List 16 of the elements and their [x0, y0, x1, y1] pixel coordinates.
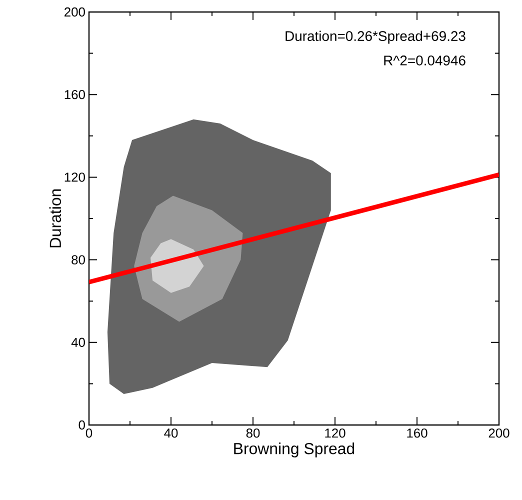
- y-tick-label: 200: [64, 7, 85, 17]
- y-axis-title: Duration: [49, 189, 62, 248]
- x-tick-label: 120: [325, 428, 346, 438]
- x-axis-title: Browning Spread: [234, 442, 354, 458]
- annotation: R^2=0.04946: [384, 56, 466, 66]
- x-tick-label: 0: [86, 428, 92, 438]
- annotation: Duration=0.26*Spread+69.23: [286, 30, 466, 44]
- x-tick-label: 200: [488, 428, 510, 438]
- x-tick-label: 80: [246, 428, 260, 438]
- y-tick-label: 0: [78, 420, 85, 430]
- x-tick-label: 160: [407, 428, 428, 438]
- y-tick-label: 80: [72, 255, 85, 264]
- y-tick-label: 40: [71, 338, 85, 347]
- y-tick-label: 160: [64, 90, 85, 100]
- x-tick-label: 40: [164, 428, 178, 438]
- y-tick-label: 120: [64, 172, 85, 182]
